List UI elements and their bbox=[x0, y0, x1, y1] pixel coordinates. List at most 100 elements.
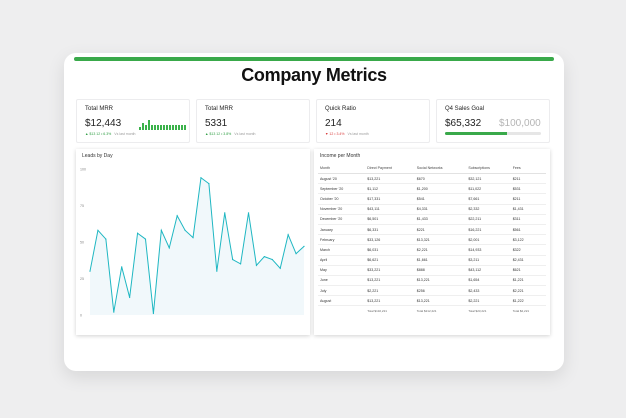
kpi-label: Total MRR bbox=[205, 106, 234, 112]
kpi-label: Quick Ratio bbox=[325, 106, 357, 112]
data-point[interactable] bbox=[208, 183, 210, 185]
data-point[interactable] bbox=[152, 312, 155, 315]
table-cell: $13,221 bbox=[414, 275, 467, 287]
total-cell: Total $132,221 bbox=[367, 309, 387, 314]
data-point[interactable] bbox=[247, 212, 250, 214]
table-cell: $1,654 bbox=[466, 275, 511, 287]
data-point[interactable] bbox=[239, 263, 242, 265]
total-cell bbox=[318, 306, 365, 316]
kpi-delta: ▲ $13 12 • 6.3% Vs last month bbox=[85, 132, 136, 136]
kpi-total-mrr[interactable]: Total MRR $12,443 ▲ $13 12 • 6.3% Vs last… bbox=[76, 99, 190, 143]
table-row: May $33,221 $888 $43,112 $621 bbox=[318, 265, 546, 276]
table-cell: $211 bbox=[510, 173, 546, 185]
column-header[interactable]: Month bbox=[318, 163, 366, 174]
table-cell: $2,433 bbox=[466, 285, 511, 297]
data-point[interactable] bbox=[168, 247, 170, 249]
table-row: December '20 $6,501 $1,433 $22,211 $311 bbox=[318, 214, 546, 225]
table-cell: $6,501 bbox=[365, 214, 415, 225]
data-point[interactable] bbox=[105, 238, 107, 240]
table-cell: August bbox=[318, 295, 366, 307]
table-row: January $6,331 $221 $16,221 $561 bbox=[318, 224, 546, 236]
data-point[interactable] bbox=[224, 212, 226, 214]
column-header[interactable]: Fees bbox=[510, 163, 546, 174]
data-point[interactable] bbox=[121, 266, 123, 268]
table-cell: $221 bbox=[414, 224, 467, 236]
kpi-sales-goal[interactable]: Q4 Sales Goal $65,332 $100,000 bbox=[436, 99, 550, 143]
data-point[interactable] bbox=[184, 229, 186, 231]
table-cell: $621 bbox=[510, 265, 546, 276]
table-cell: $13,221 bbox=[365, 275, 415, 287]
goal-progress-fill bbox=[445, 132, 508, 135]
kpi-total-customers[interactable]: Total MRR 5331 ▲ $13 12 • 3.8% Vs last mo… bbox=[196, 99, 310, 143]
mini-bar bbox=[169, 124, 171, 130]
table-row: June $13,221 $13,221 $1,654 $1,221 bbox=[318, 275, 546, 287]
kpi-value: $65,332 bbox=[445, 118, 482, 129]
delta-note: Vs last month bbox=[114, 132, 136, 136]
data-point[interactable] bbox=[232, 258, 234, 261]
leads-chart: 100 75 50 25 0 bbox=[80, 168, 305, 318]
table-cell: $1,222 bbox=[510, 295, 546, 307]
table-row: March $6,031 $2,221 $14,933 $322 bbox=[318, 244, 546, 256]
table-row: April $6,621 $1,661 $3,211 $2,431 bbox=[318, 255, 546, 266]
column-header[interactable]: Subscriptions bbox=[466, 163, 511, 174]
data-point[interactable] bbox=[216, 270, 218, 272]
kpi-value: 5331 bbox=[205, 118, 228, 129]
data-point[interactable] bbox=[295, 253, 297, 255]
table-cell: October '20 bbox=[318, 193, 366, 205]
kpi-quick-ratio[interactable]: Quick Ratio 214 ▼ 12 • 3.4% Vs last month bbox=[316, 99, 430, 143]
table-cell: January bbox=[318, 224, 366, 236]
area-fill bbox=[90, 177, 304, 315]
mini-bar bbox=[172, 124, 174, 130]
data-point[interactable] bbox=[144, 238, 147, 240]
y-tick-label: 100 bbox=[80, 168, 86, 172]
data-point[interactable] bbox=[255, 264, 258, 266]
table-cell: $22,211 bbox=[466, 214, 511, 225]
data-point[interactable] bbox=[192, 237, 194, 239]
kpi-delta: ▲ $13 12 • 3.8% Vs last month bbox=[205, 132, 256, 136]
table-cell: $4,331 bbox=[414, 204, 467, 215]
table-cell: $1,200 bbox=[414, 183, 467, 195]
goal-progress-bar bbox=[445, 132, 541, 135]
delta-value: ▲ $13 12 • 3.8% bbox=[205, 132, 232, 136]
table-cell: $16,221 bbox=[466, 224, 511, 236]
income-table: Month Direct Payment Social Networks Subscr… bbox=[318, 163, 546, 316]
data-point[interactable] bbox=[113, 311, 115, 313]
data-point[interactable] bbox=[279, 267, 281, 269]
data-point[interactable] bbox=[97, 229, 99, 231]
mini-bar-chart bbox=[139, 120, 187, 130]
table-cell: December '20 bbox=[318, 214, 366, 225]
mini-bar bbox=[151, 124, 153, 130]
table-cell: September '20 bbox=[318, 183, 366, 195]
dashboard-card: Company Metrics Total MRR $12,443 ▲ $13 … bbox=[64, 53, 564, 371]
data-point[interactable] bbox=[200, 177, 202, 179]
data-point[interactable] bbox=[129, 296, 131, 299]
table-cell: $561 bbox=[510, 224, 546, 236]
table-cell: $1,661 bbox=[414, 255, 467, 266]
mini-bar bbox=[181, 124, 183, 130]
kpi-delta: ▼ 12 • 3.4% Vs last month bbox=[325, 132, 369, 136]
data-point[interactable] bbox=[263, 256, 265, 258]
table-header-row: Month Direct Payment Social Networks Subscr… bbox=[318, 163, 546, 174]
table-cell: $3,211 bbox=[466, 255, 511, 266]
table-cell: $2,431 bbox=[510, 255, 546, 266]
table-cell: $1,433 bbox=[414, 214, 467, 225]
total-cell: Total $23,221 bbox=[468, 309, 487, 314]
table-cell: $531 bbox=[510, 183, 546, 195]
data-point[interactable] bbox=[176, 215, 178, 217]
table-cell: June bbox=[318, 275, 366, 287]
data-point[interactable] bbox=[271, 258, 273, 261]
column-header[interactable]: Direct Payment bbox=[365, 163, 415, 174]
data-point[interactable] bbox=[89, 270, 91, 272]
data-point[interactable] bbox=[303, 245, 305, 247]
data-point[interactable] bbox=[160, 229, 162, 231]
delta-note: Vs last month bbox=[234, 132, 256, 136]
table-cell: $33,126 bbox=[365, 234, 415, 246]
data-point[interactable] bbox=[287, 234, 289, 236]
data-point[interactable] bbox=[136, 232, 139, 234]
column-header[interactable]: Social Networks bbox=[414, 163, 467, 174]
mini-bar bbox=[184, 124, 186, 130]
table-cell: $17,331 bbox=[365, 193, 415, 205]
table-cell: $2,221 bbox=[466, 295, 511, 307]
kpi-value: $12,443 bbox=[85, 118, 122, 129]
mini-bar bbox=[166, 124, 168, 130]
